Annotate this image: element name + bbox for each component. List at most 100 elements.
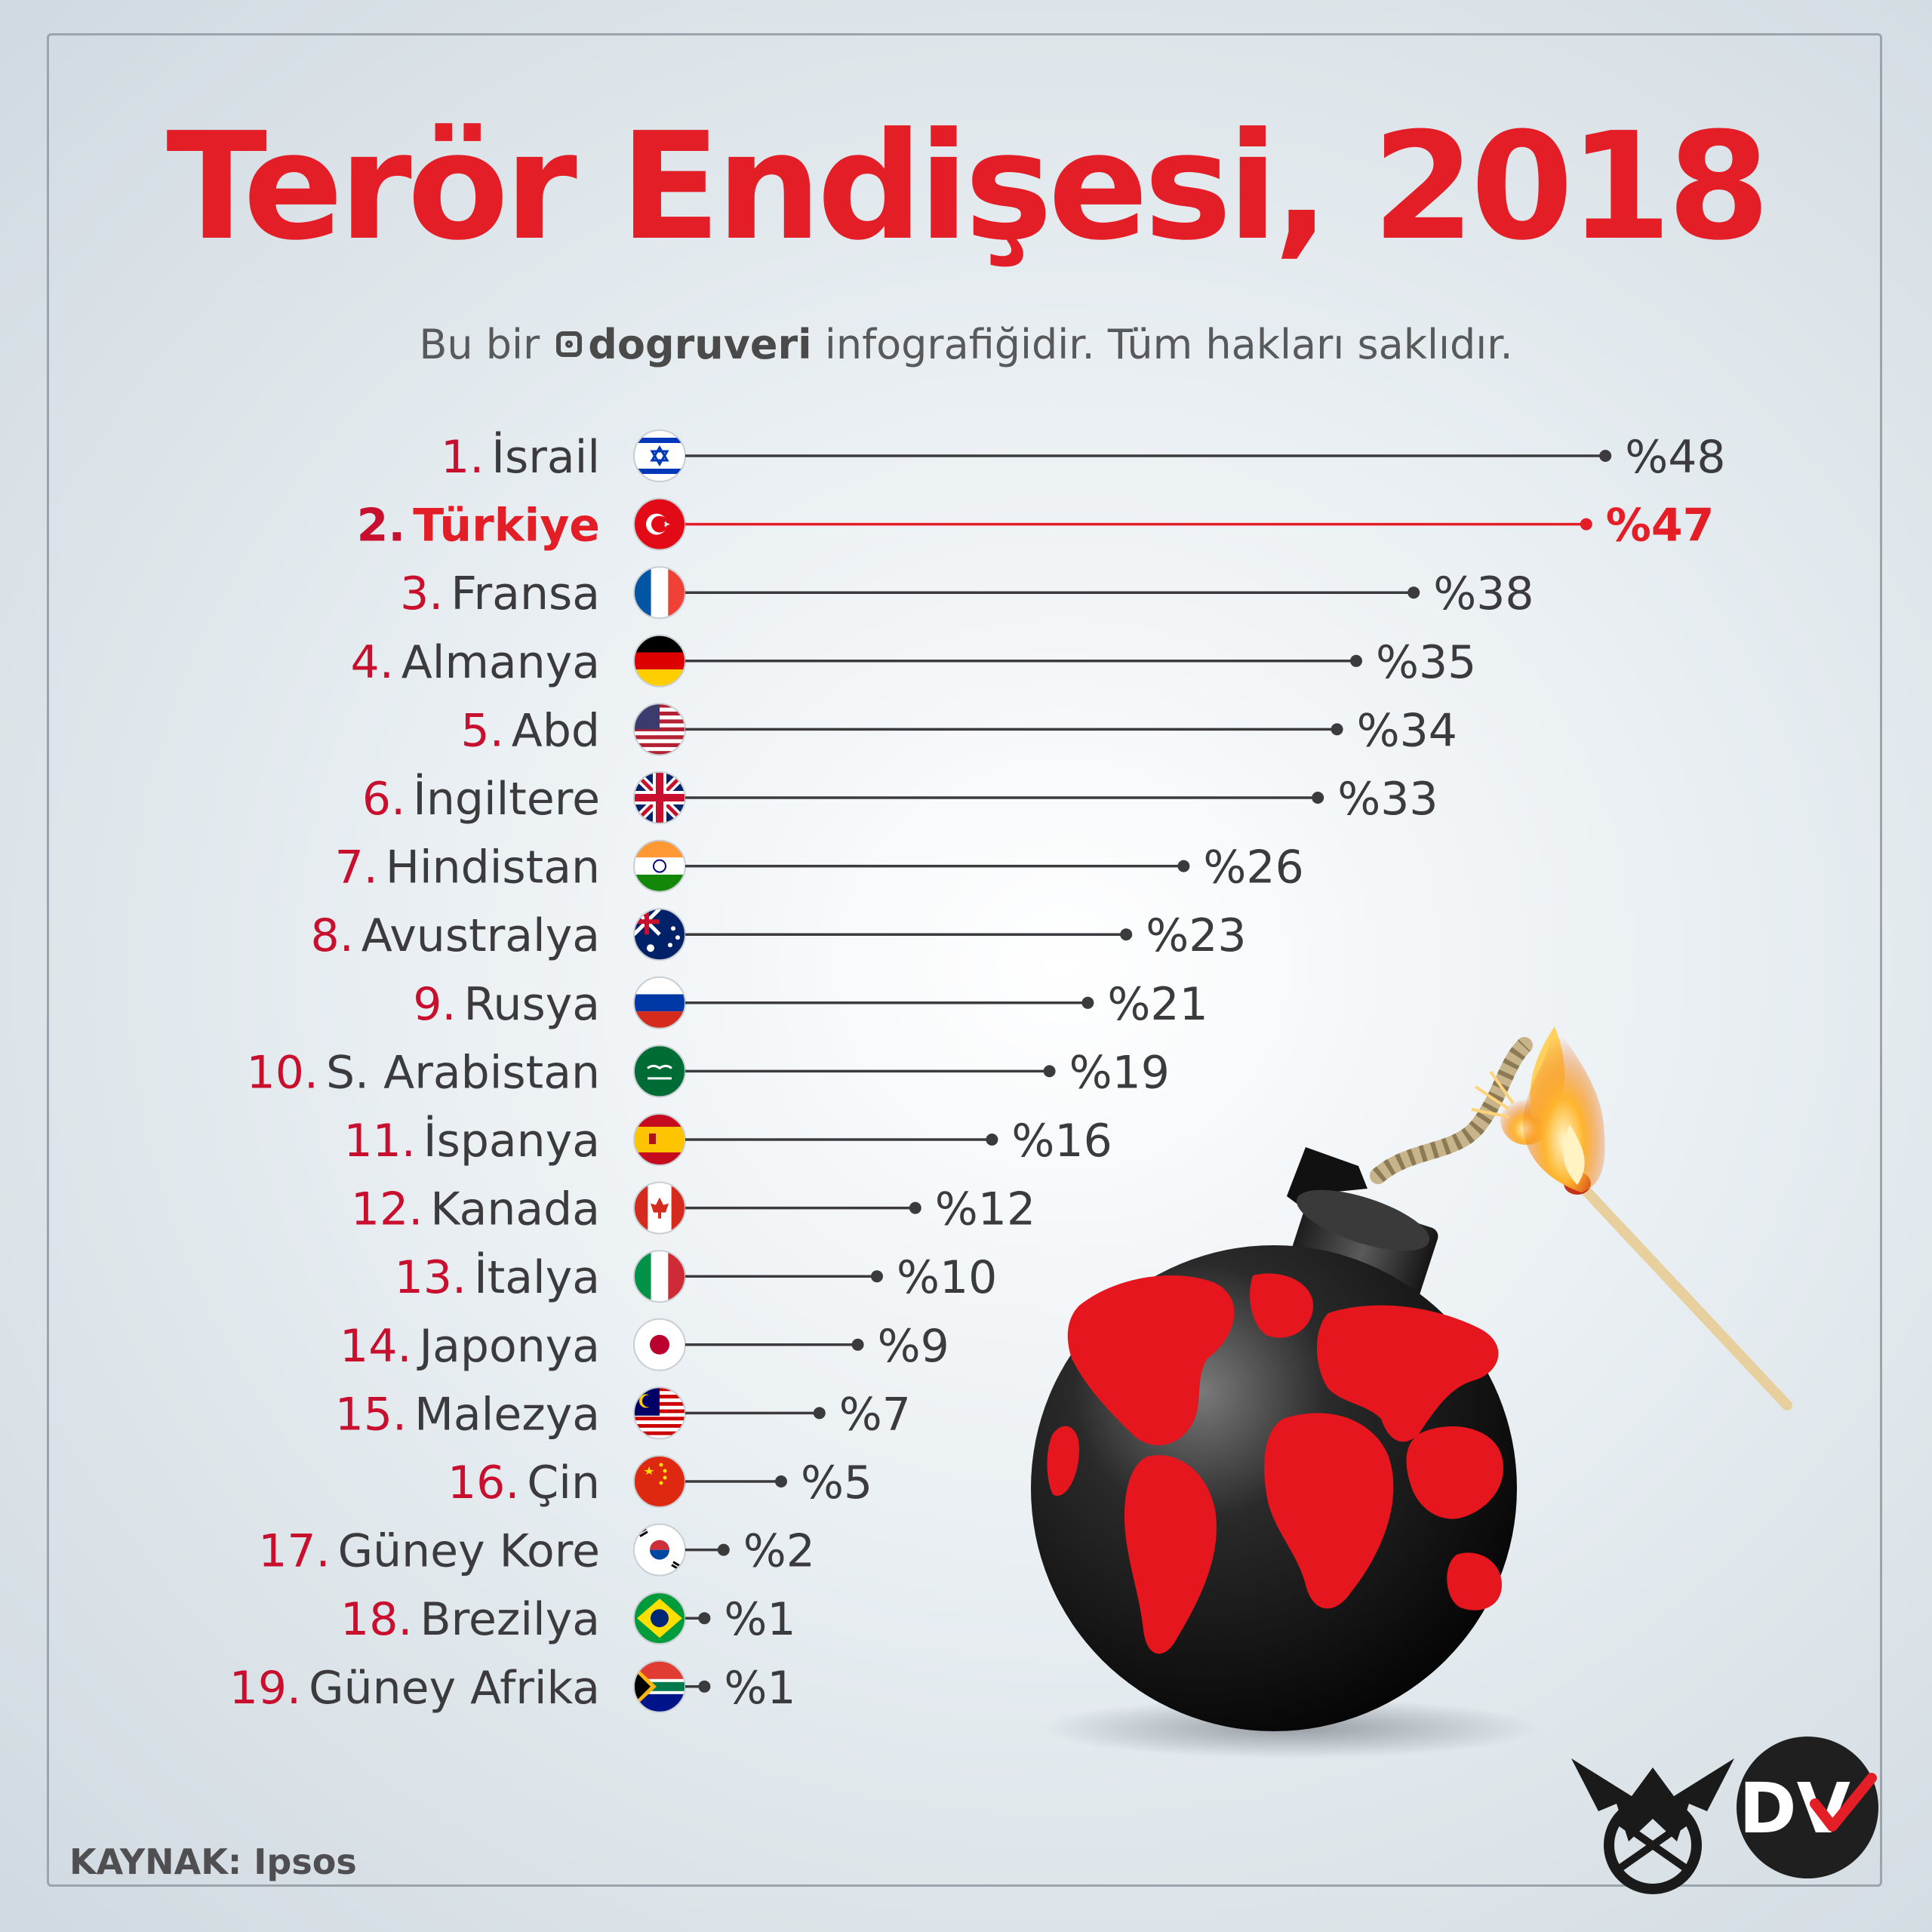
country-label: Güney Afrika — [309, 1662, 600, 1715]
row-label: 9. Rusya — [413, 978, 600, 1031]
chart-row: 7. Hindistan %26 — [335, 839, 1304, 894]
japan-flag-icon — [633, 1318, 686, 1371]
rank-label: 1. — [441, 431, 484, 484]
rank-label: 4. — [351, 636, 394, 689]
bomb-globe-icon — [1031, 1147, 1517, 1731]
source-note: KAYNAK: Ipsos — [69, 1841, 357, 1882]
value-label: %9 — [878, 1320, 949, 1373]
row-label: 2. Türkiye — [357, 500, 600, 552]
country-label: Abd — [512, 704, 600, 757]
country-label: Malezya — [414, 1388, 600, 1441]
lollipop-dot — [909, 1201, 921, 1214]
instagram-icon — [556, 331, 583, 357]
row-label: 11. İspanya — [343, 1114, 600, 1168]
value-label: %33 — [1337, 773, 1438, 826]
value-label: %19 — [1069, 1046, 1170, 1099]
value-label: %34 — [1357, 704, 1457, 757]
country-label: Japonya — [416, 1320, 600, 1373]
rank-label: 15. — [335, 1388, 407, 1441]
value-label: %2 — [743, 1525, 815, 1578]
lollipop-dot — [1177, 860, 1190, 872]
credit-prefix: Bu bir — [419, 321, 540, 368]
value-label: %38 — [1433, 568, 1534, 620]
rank-label: 16. — [448, 1457, 519, 1509]
credit-brand: dogruveri — [588, 321, 812, 368]
chart-row: 12. Kanada %12 — [351, 1181, 1035, 1236]
row-label: 18. Brezilya — [340, 1593, 600, 1646]
chart-row: 19. Güney Afrika %1 — [229, 1660, 796, 1715]
lollipop-dot — [1599, 450, 1612, 462]
country-label: Avustralya — [361, 909, 600, 962]
rank-label: 5. — [461, 704, 504, 757]
lollipop-dot — [1081, 996, 1094, 1009]
lollipop-dot — [813, 1407, 826, 1420]
lollipop-dot — [986, 1134, 998, 1146]
australia-flag-icon — [633, 908, 686, 961]
credit-suffix: infografiğidir. Tüm hakları saklıdır. — [824, 321, 1513, 368]
value-label: %10 — [897, 1251, 997, 1304]
country-label: İngiltere — [413, 772, 600, 826]
row-label: 16. Çin — [448, 1457, 600, 1509]
rank-label: 9. — [413, 978, 456, 1031]
dv-logo-text: DV — [1739, 1768, 1850, 1849]
rank-label: 3. — [400, 568, 443, 620]
rank-label: 19. — [229, 1662, 301, 1715]
country-label: S. Arabistan — [326, 1046, 600, 1099]
country-label: Hindistan — [386, 841, 600, 894]
value-label: %7 — [839, 1388, 911, 1441]
chart-row: 11. İspanya %16 — [343, 1113, 1112, 1168]
country-label: Kanada — [430, 1183, 600, 1236]
chart-row: 9. Rusya %21 — [413, 976, 1208, 1031]
germany-flag-icon — [633, 634, 686, 688]
rank-label: 17. — [258, 1525, 330, 1578]
value-label: %26 — [1203, 841, 1303, 894]
chart-title: Terör Endişesi, 2018 — [166, 101, 1770, 273]
lollipop-dot — [851, 1338, 864, 1351]
rank-label: 6. — [362, 773, 405, 826]
value-label: %35 — [1376, 636, 1476, 689]
chart-row: 10. S. Arabistan %19 — [247, 1044, 1170, 1099]
malaysia-flag-icon — [633, 1386, 686, 1440]
value-label: %1 — [724, 1662, 795, 1715]
row-label: 7. Hindistan — [335, 841, 600, 894]
spain-flag-icon — [633, 1113, 686, 1166]
match-icon — [1523, 1019, 1792, 1411]
saudi-arabia-flag-icon — [633, 1044, 686, 1098]
country-label: Güney Kore — [338, 1525, 600, 1578]
country-label: İtalya — [474, 1251, 600, 1304]
france-flag-icon — [633, 566, 686, 620]
value-label: %48 — [1625, 431, 1725, 484]
chart-row: 16. Çin %5 — [448, 1455, 872, 1509]
russia-flag-icon — [633, 976, 686, 1029]
chart-row: 1. İsrail %48 — [441, 429, 1726, 484]
rank-label: 7. — [335, 841, 378, 894]
rank-label: 2. — [357, 500, 406, 552]
chart-row: 3. Fransa %38 — [400, 566, 1534, 620]
country-label: İspanya — [423, 1114, 600, 1168]
row-label: 3. Fransa — [400, 568, 600, 620]
dv-logo: DV — [1737, 1737, 1878, 1878]
country-label: Rusya — [463, 978, 600, 1031]
rank-label: 10. — [247, 1046, 318, 1099]
country-label: Brezilya — [420, 1593, 600, 1646]
brazil-flag-icon — [633, 1592, 686, 1645]
chart-row: 6. İngiltere %33 — [362, 771, 1438, 826]
row-label: 14. Japonya — [340, 1320, 600, 1373]
lollipop-dot — [698, 1680, 711, 1693]
rank-label: 14. — [340, 1320, 411, 1373]
row-label: 1. İsrail — [441, 430, 600, 484]
lollipop-dot — [1312, 792, 1324, 804]
credit-line: Bu bir dogruveri infografiğidir. Tüm hakl… — [0, 325, 1932, 365]
row-label: 12. Kanada — [351, 1183, 600, 1236]
value-label: %1 — [724, 1593, 795, 1646]
rank-label: 13. — [395, 1251, 466, 1304]
country-label: İsrail — [491, 430, 600, 484]
chart-row: 14. Japonya %9 — [340, 1318, 949, 1373]
china-flag-icon — [633, 1455, 686, 1508]
rank-label: 11. — [343, 1115, 415, 1168]
rank-label: 12. — [351, 1183, 423, 1236]
italy-flag-icon — [633, 1250, 686, 1303]
chart-row: 18. Brezilya %1 — [340, 1592, 796, 1646]
chart-row: 13. İtalya %10 — [395, 1250, 997, 1304]
row-label: 8. Avustralya — [311, 909, 600, 962]
